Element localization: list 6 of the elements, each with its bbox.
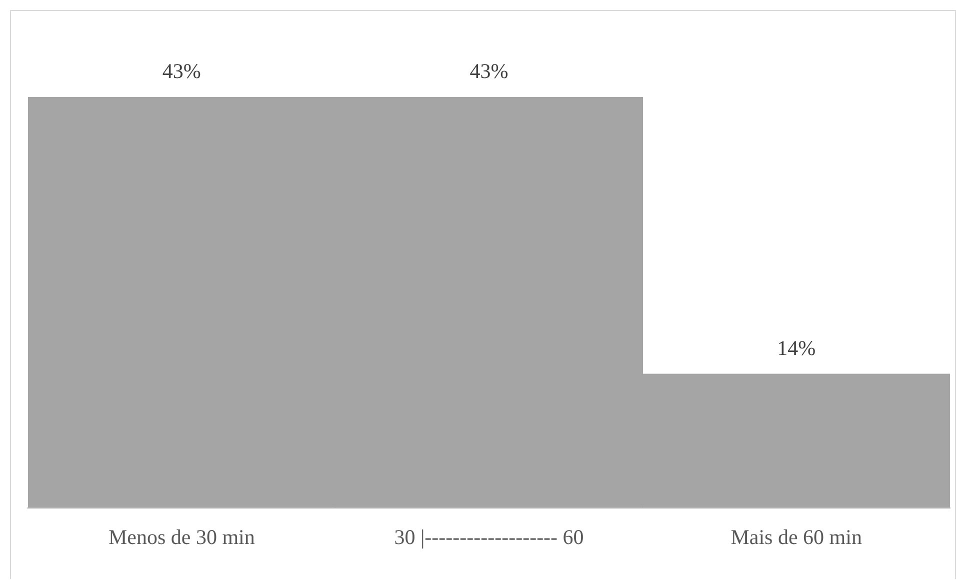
x-tick-label: 30 |------------------- 60 [394, 524, 584, 549]
x-tick-label: Menos de 30 min [108, 524, 256, 549]
data-label: 43% [162, 59, 201, 84]
data-label: 14% [777, 336, 816, 360]
data-label: 43% [470, 59, 508, 84]
x-tick-label: Mais de 60 min [730, 524, 862, 549]
